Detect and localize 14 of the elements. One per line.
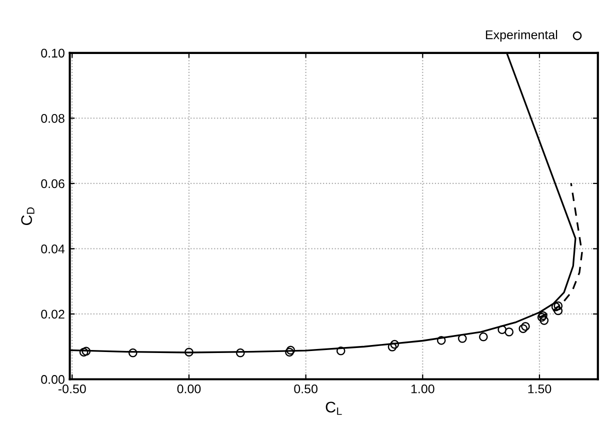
y-tick-label: 0.10 [41, 48, 64, 58]
y-tick-label: 0.06 [41, 179, 64, 188]
legend-label: Experimental [486, 30, 558, 42]
x-tick-label: 0.50 [294, 384, 318, 394]
x-tick-label: -0.50 [58, 384, 86, 394]
y-tick-label: 0.02 [41, 310, 64, 319]
y-tick-label: 0.08 [41, 114, 64, 123]
y-axis-title: C$_{D}$ [21, 207, 34, 226]
y-tick-label: 0.00 [41, 375, 64, 384]
x-tick-label: 0.00 [177, 384, 201, 394]
y-tick-label: 0.04 [41, 244, 65, 254]
x-axis-title: C$_{L}$ [326, 402, 342, 415]
x-tick-label: 1.00 [411, 384, 434, 394]
x-tick-label: 1.50 [528, 384, 552, 394]
